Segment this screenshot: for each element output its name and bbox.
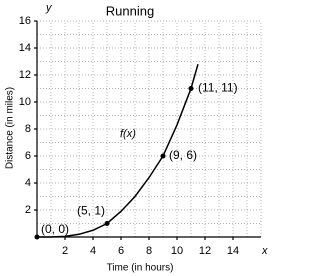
y-tick-label: 12 [19,69,31,81]
x-tick-label: 12 [199,245,211,257]
grid [37,20,262,237]
point-label: (9, 6) [169,148,197,162]
y-tick-label: 16 [19,15,31,27]
y-tick-label: 4 [25,177,31,189]
point-label: (5, 1) [77,204,105,218]
title-bg [100,4,160,19]
x-letter: x [261,245,268,257]
x-tick-label: 6 [118,245,124,257]
chart: Running Time (in hours) Distance (in mil… [5,2,268,274]
y-axis-label: Distance (in miles) [5,87,16,169]
y-letter: y [45,2,53,14]
point [188,86,194,91]
chart-title: Running [106,3,154,18]
curve-label: f(x) [120,128,136,140]
point-label: (0, 0) [41,222,69,236]
x-axis-label: Time (in hours) [107,263,174,274]
y-tick-label: 14 [19,42,31,54]
point [104,221,110,226]
point [34,234,40,240]
x-tick-label: 8 [146,245,152,257]
x-tick-label: 14 [227,245,239,257]
x-tick-label: 10 [171,245,183,257]
y-tick-label: 8 [25,123,31,135]
curve [37,63,199,238]
point [160,153,166,159]
x-tick-label: 4 [90,245,96,257]
y-tick-label: 6 [25,150,31,162]
x-tick-label: 2 [62,245,68,257]
y-tick-label: 10 [19,96,31,108]
point-label: (11, 11) [198,81,238,95]
y-tick-label: 2 [25,204,31,216]
